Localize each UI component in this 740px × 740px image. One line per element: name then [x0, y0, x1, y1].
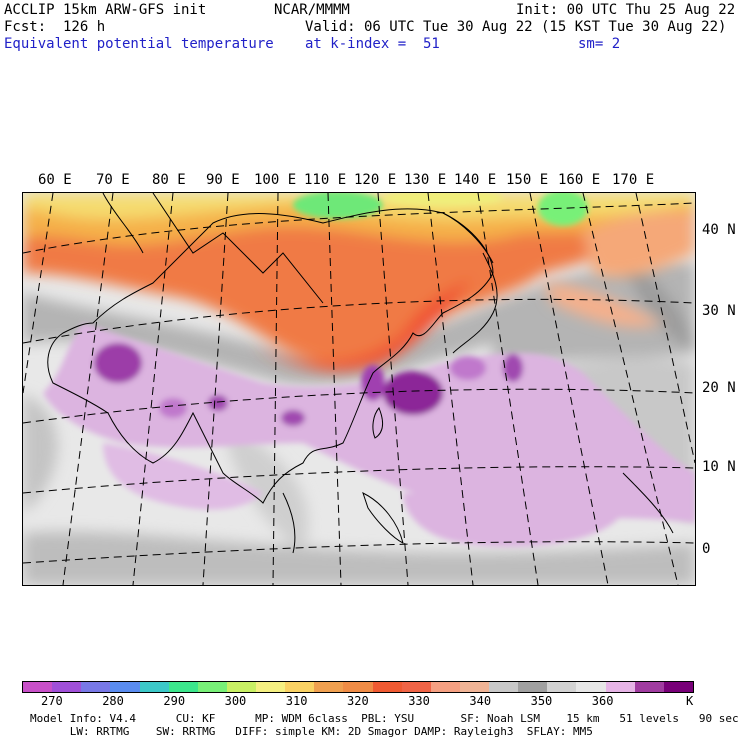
colorbar-tick-label: 300	[224, 694, 247, 708]
colorbar-swatch	[576, 682, 606, 692]
colorbar-tick-label: 270	[41, 694, 63, 708]
lat-label: 20 N	[702, 380, 736, 396]
colorbar-tick-label: 360	[591, 694, 614, 708]
colorbar-swatch	[81, 682, 111, 692]
colorbar-swatch	[197, 682, 227, 692]
colorbar-tick-label: 280	[102, 694, 124, 708]
colorbar-swatch	[489, 682, 519, 692]
colorbar-swatch	[663, 682, 693, 692]
colorbar-tick-label: 310	[285, 694, 308, 708]
lat-label: 40 N	[702, 222, 736, 238]
forecast-hour: Fcst: 126 h	[4, 19, 106, 35]
lon-label: 130 E	[404, 172, 447, 188]
colorbar-swatch	[634, 682, 664, 692]
colorbar-swatch	[430, 682, 460, 692]
lon-label: 70 E	[96, 172, 130, 188]
colorbar-swatch	[139, 682, 169, 692]
colorbar-swatch	[401, 682, 431, 692]
level-info: at k-index = 51	[305, 36, 440, 52]
colorbar-tick-label: 340	[469, 694, 492, 708]
lat-label: 10 N	[702, 459, 736, 475]
valid-time: Valid: 06 UTC Tue 30 Aug 22 (15 KST Tue …	[305, 19, 727, 35]
lon-label: 80 E	[152, 172, 186, 188]
colorbar-unit: K	[686, 694, 694, 708]
cool-patches	[293, 193, 588, 226]
colorbar-swatch	[372, 682, 402, 692]
lat-label: 0	[702, 541, 711, 557]
colorbar-tick-label: 350	[530, 694, 553, 708]
colorbar-swatch	[518, 682, 548, 692]
model-info-line2: LW: RRTMG SW: RRTMG DIFF: simple KM: 2D …	[30, 725, 593, 738]
colorbar-swatch	[23, 682, 53, 692]
colorbar-swatch	[52, 682, 82, 692]
colorbar-swatch	[110, 682, 140, 692]
colorbar-swatch	[285, 682, 315, 692]
colorbar-swatch	[226, 682, 256, 692]
lon-label: 140 E	[454, 172, 497, 188]
colorbar-swatch	[459, 682, 489, 692]
model-title: ACCLIP 15km ARW-GFS init	[4, 2, 207, 18]
lon-label: 170 E	[612, 172, 655, 188]
colorbar-swatch	[314, 682, 344, 692]
lon-label: 120 E	[354, 172, 397, 188]
colorbar	[22, 681, 694, 693]
lon-label: 160 E	[558, 172, 601, 188]
field-name: Equivalent potential temperature	[4, 36, 274, 52]
smoothing-info: sm= 2	[578, 36, 621, 52]
lon-label: 110 E	[304, 172, 347, 188]
coastlines	[47, 193, 674, 554]
colorbar-tick-label: 330	[408, 694, 430, 708]
model-info-line1: Model Info: V4.4 CU: KF MP: WDM 6class P…	[30, 712, 739, 725]
lon-label: 60 E	[38, 172, 72, 188]
lat-label: 30 N	[702, 303, 736, 319]
colorbar-swatch	[343, 682, 373, 692]
init-time: Init: 00 UTC Thu 25 Aug 22	[516, 2, 736, 18]
theta-e-map	[22, 192, 696, 586]
colorbar-tick-label: 290	[163, 694, 186, 708]
lon-label: 90 E	[206, 172, 240, 188]
colorbar-swatch	[605, 682, 635, 692]
graticule	[23, 193, 695, 585]
lon-label: 150 E	[506, 172, 549, 188]
colorbar-tick-label: 320	[347, 694, 369, 708]
lon-label: 100 E	[254, 172, 297, 188]
colorbar-swatch	[168, 682, 198, 692]
moist-region	[43, 323, 695, 547]
organization-label: NCAR/MMMM	[274, 2, 350, 18]
colorbar-swatch	[547, 682, 577, 692]
colorbar-swatch	[256, 682, 286, 692]
